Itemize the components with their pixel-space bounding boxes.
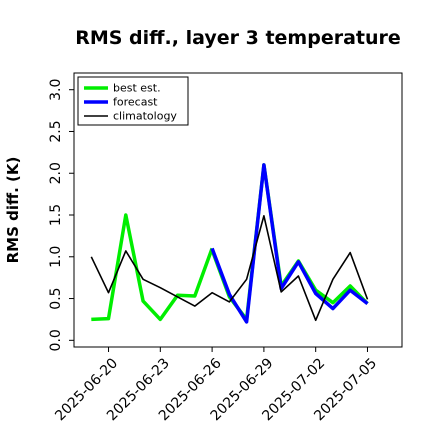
- y-tick-label: 0.0: [48, 329, 64, 351]
- legend-entry: forecast: [113, 96, 158, 109]
- series-climatology-line: [90, 215, 369, 322]
- series-forecast-line: [210, 163, 369, 324]
- y-tick-label: 3.0: [48, 79, 64, 101]
- y-axis-label: RMS diff. (K): [4, 157, 22, 264]
- series-best-est-line: [91, 213, 214, 322]
- legend-entry: best est.: [113, 82, 161, 95]
- y-ticks: 0.0 0.5 1.0 1.5 2.0 2.5 3.0: [48, 79, 74, 351]
- y-tick-label: 0.5: [48, 287, 64, 309]
- y-tick-label: 1.5: [48, 204, 64, 226]
- chart-title: RMS diff., layer 3 temperature: [75, 27, 401, 49]
- y-tick-label: 2.5: [48, 120, 64, 142]
- series-layer: [90, 163, 369, 324]
- legend-entry: climatology: [113, 110, 177, 123]
- x-ticks: 2025-06-202025-06-232025-06-262025-06-29…: [52, 347, 380, 424]
- y-tick-label: 1.0: [48, 246, 64, 268]
- y-tick-label: 2.0: [48, 162, 64, 184]
- plot-frame: [73, 72, 403, 348]
